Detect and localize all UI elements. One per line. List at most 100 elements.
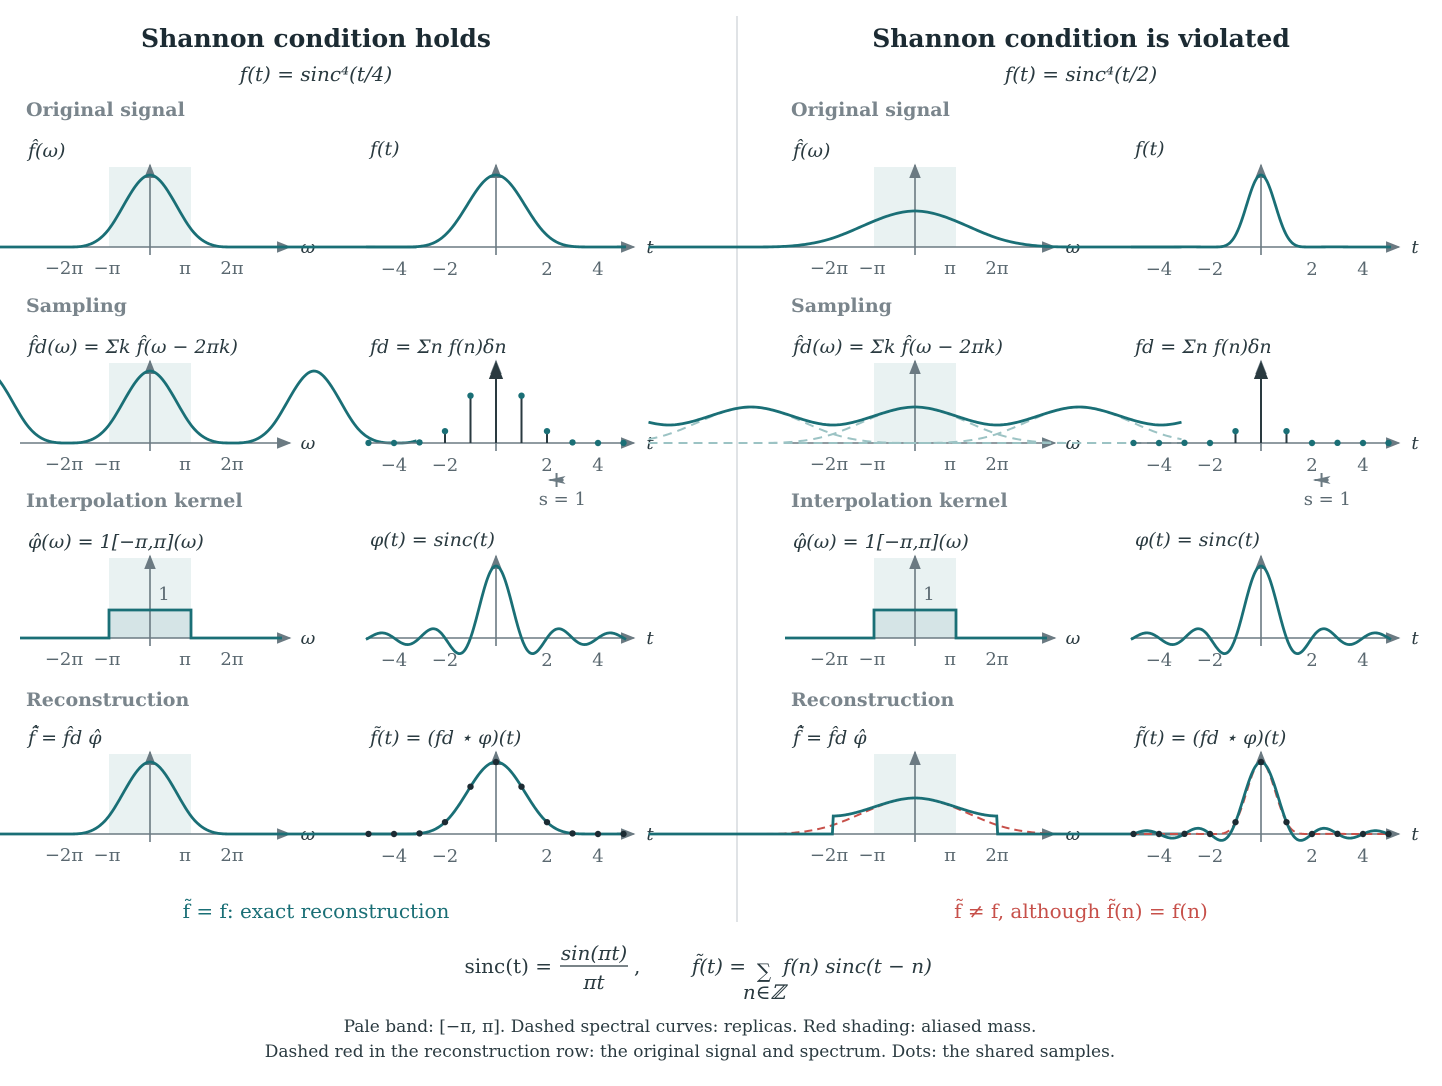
left-samp-time-tick: 4 — [592, 455, 603, 476]
left-shared-sample-dot — [365, 830, 372, 838]
right-rec-freq-tick: 2π — [985, 845, 1008, 866]
left-box-kernel — [20, 608, 282, 640]
left-section-reconstruction: Reconstruction — [26, 689, 189, 711]
right-samp-freq-tick: −2π — [810, 454, 849, 475]
left-label-fd: fd = Σn f(n)δn — [368, 336, 507, 358]
left-kern-time: −4 −2 2 4 t φ(t) = sinc(t) — [365, 529, 654, 671]
right-sinc-kernel — [1130, 564, 1392, 656]
right-rec-time-tick: −2 — [1197, 846, 1224, 867]
left-kern-time-t-label: t — [646, 628, 654, 649]
left-title: Shannon condition holds — [141, 24, 491, 53]
left-section-kernel: Interpolation kernel — [26, 490, 243, 512]
left-samp-freq: −2π −π π 2π ω f̂d(ω) = Σk f̂(ω − 2πk) — [0, 335, 417, 475]
right-sample-dot — [1130, 439, 1137, 447]
left-sample-dot — [416, 439, 423, 446]
right-shared-sample-dot — [1385, 830, 1392, 838]
left-sample-dot — [518, 392, 525, 399]
left-sample-spacing-label: s = 1 — [539, 489, 586, 510]
right-section-kernel: Interpolation kernel — [791, 490, 1008, 512]
right-periodized-spectrum — [648, 405, 1182, 427]
left-kern-time-tick: 4 — [592, 650, 603, 671]
right-orig-time-tick: 2 — [1306, 259, 1317, 280]
left-rec-time-tick: 4 — [592, 846, 603, 867]
left-kern-freq-tick: −2π — [45, 649, 84, 670]
svg-text:sinc(t) =: sinc(t) = — [465, 954, 553, 978]
right-orig-time: −4 −2 2 4 t f(t) — [1130, 138, 1419, 280]
right-sample-dot — [1283, 427, 1290, 435]
right-label-ftilde: f̃(t) = (fd ⋆ φ)(t) — [1133, 726, 1286, 749]
right-kernel-height-label: 1 — [923, 584, 934, 605]
right-orig-freq-tick: −π — [859, 258, 886, 279]
left-label-ftildehat: f̃̂ = f̂d φ̂ — [26, 724, 102, 749]
left-samp-freq-tick: −2π — [45, 454, 84, 475]
left-label-fdhat: f̂d(ω) = Σk f̂(ω − 2πk) — [26, 335, 238, 358]
right-kern-time: −4 −2 2 4 t φ(t) = sinc(t) — [1130, 529, 1419, 671]
right-spacing-arrow — [1312, 476, 1331, 484]
svg-text:∑: ∑ — [757, 959, 772, 983]
left-orig-spectrum — [0, 173, 417, 249]
right-orig-signal — [1130, 173, 1392, 249]
left-shared-sample-dot — [594, 830, 602, 838]
left-shared-sample-dot — [543, 818, 551, 826]
left-orig-time-tick: 4 — [592, 259, 603, 280]
right-label-fdhat: f̂d(ω) = Σk f̂(ω − 2πk) — [791, 335, 1003, 358]
left-section-original: Original signal — [26, 99, 185, 121]
left-label-phihat: φ̂(ω) = 1[−π,π](ω) — [28, 531, 204, 553]
right-orig-time-tick: −2 — [1197, 259, 1224, 280]
right-shared-sample-dot — [1130, 830, 1137, 838]
left-kernel-height-label: 1 — [158, 584, 169, 605]
right-label-f: f(t) — [1133, 138, 1165, 160]
left-kern-freq-omega-label: ω — [301, 628, 316, 649]
right-orig-time-tick: −4 — [1146, 259, 1173, 280]
left-orig-signal — [365, 173, 627, 249]
right-sample-dot — [1359, 439, 1367, 447]
right-shared-sample-dot — [1308, 830, 1316, 838]
right-sample-spacing-label: s = 1 — [1304, 489, 1351, 510]
right-shared-sample-dot — [1257, 758, 1265, 766]
left-kern-time-tick: 2 — [541, 650, 552, 671]
left-orig-freq-tick: 2π — [220, 258, 243, 279]
left-samp-freq-tick: π — [179, 454, 191, 475]
right-samp-time-t-label: t — [1411, 433, 1419, 454]
left-sample-dot — [620, 439, 627, 447]
right-box-kernel — [785, 608, 1047, 640]
right-shared-sample-dot — [1359, 830, 1367, 838]
left-orig-time-tick: 2 — [541, 259, 552, 280]
right-kern-time-tick: −4 — [1146, 650, 1173, 671]
left-samp-time: −4 −2 2 4ts = 1fd = Σn f(n)δn — [365, 336, 654, 510]
right-label-fhat: f̂(ω) — [791, 139, 830, 162]
left-rec-time-tick: −2 — [432, 846, 459, 867]
right-rec-time-tick: 2 — [1306, 846, 1317, 867]
right-rec-time-tick: −4 — [1146, 846, 1173, 867]
right-shared-sample-dot — [1206, 830, 1214, 838]
left-sinc-kernel — [365, 564, 627, 656]
right-shared-sample-dot — [1283, 818, 1290, 826]
right-kern-freq-tick: 2π — [985, 649, 1008, 670]
left-shared-sample-dot — [518, 783, 525, 790]
left-shared-sample-dot — [441, 818, 449, 826]
right-sample-dot — [1206, 439, 1214, 447]
right-orig-time-tick: 4 — [1357, 259, 1368, 280]
left-samp-freq-omega-label: ω — [301, 433, 316, 454]
right-rec-freq-tick: π — [944, 845, 956, 866]
left-rec-freq-tick: −2π — [45, 845, 84, 866]
left-sample-dot — [543, 427, 551, 435]
right-samp-freq-tick: 2π — [985, 454, 1008, 475]
caption-line-1: Pale band: [−π, π]. Dashed spectral curv… — [344, 1017, 1037, 1037]
left-shared-sample-dot — [416, 830, 423, 837]
svg-text:πt: πt — [582, 970, 605, 994]
left-kern-freq-tick: π — [179, 649, 191, 670]
right-kern-freq: −2π −π π 2π ω 1 φ̂(ω) = 1[−π,π](ω) — [785, 531, 1081, 670]
left-kern-time-tick: −2 — [432, 650, 459, 671]
right-title: Shannon condition is violated — [872, 24, 1290, 53]
right-rec-time-tick: 4 — [1357, 846, 1368, 867]
left-samp-time-tick: 2 — [541, 455, 552, 476]
right-shared-sample-dot — [1155, 830, 1163, 838]
left-section-sampling: Sampling — [26, 295, 127, 317]
right-section-reconstruction: Reconstruction — [791, 689, 954, 711]
left-sample-dot — [467, 392, 474, 399]
right-kern-time-tick: 4 — [1357, 650, 1368, 671]
